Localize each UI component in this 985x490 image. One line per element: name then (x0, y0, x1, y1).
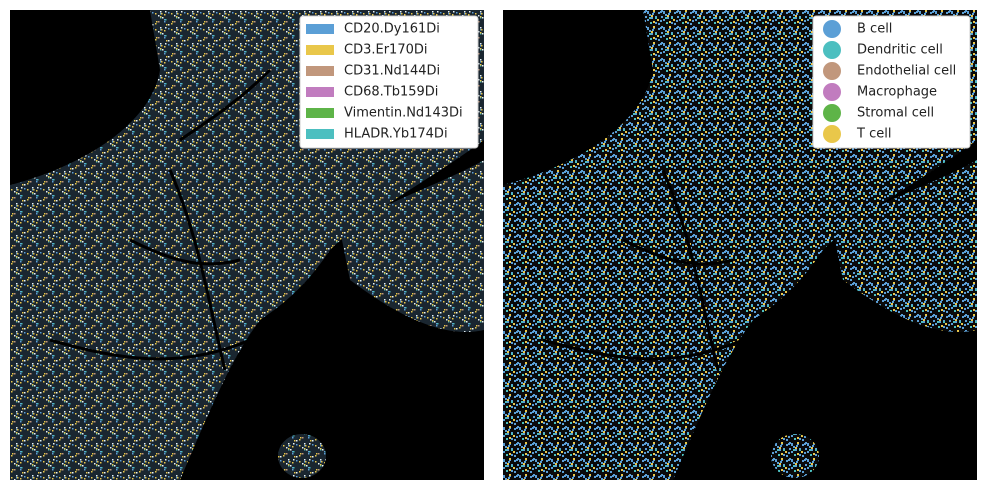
legend-label: Macrophage (857, 85, 937, 100)
legend-label: CD68.Tb159Di (344, 85, 438, 100)
legend-swatch (306, 129, 334, 139)
legend-label: T cell (856, 127, 891, 142)
legend-box (812, 15, 971, 149)
legend: B cell Dendritic cell Endothelial cell Macr… (812, 15, 971, 149)
tissue-blob (278, 434, 326, 478)
legend-label: Stromal cell (857, 106, 934, 121)
legend-box (299, 15, 479, 149)
legend-label: Endothelial cell (857, 64, 956, 79)
legend-swatch (306, 66, 334, 76)
legend-label: Vimentin.Nd143Di (344, 106, 463, 121)
legend-marker (823, 104, 841, 122)
tissue-crack (542, 169, 744, 371)
panel-left: CD20.Dy161Di CD3.Er170Di CD31.Nd144Di CD68.… (10, 10, 484, 480)
legend-marker (823, 125, 841, 143)
tissue-blob (771, 434, 819, 478)
legend-label: CD31.Nd144Di (344, 64, 440, 79)
legend-label: Dendritic cell (857, 43, 943, 58)
legend-marker (823, 20, 841, 38)
legend-marker (823, 62, 841, 80)
tissue-crack (49, 68, 272, 371)
tissue-lobe (340, 160, 484, 332)
legend-marker (823, 83, 841, 101)
legend-label: CD3.Er170Di (344, 43, 427, 58)
legend-label: CD20.Dy161Di (344, 22, 440, 37)
legend-marker (823, 41, 841, 59)
panel-right: B cell Dendritic cell Endothelial cell Macr… (503, 10, 977, 480)
legend-swatch (306, 87, 334, 97)
legend-swatch (306, 45, 334, 55)
legend: CD20.Dy161Di CD3.Er170Di CD31.Nd144Di CD68.… (299, 15, 479, 149)
legend-label: HLADR.Yb174Di (344, 127, 448, 142)
legend-label: B cell (857, 22, 892, 37)
legend-swatch (306, 24, 334, 34)
tissue-lobe (833, 160, 977, 332)
legend-swatch (306, 108, 334, 118)
